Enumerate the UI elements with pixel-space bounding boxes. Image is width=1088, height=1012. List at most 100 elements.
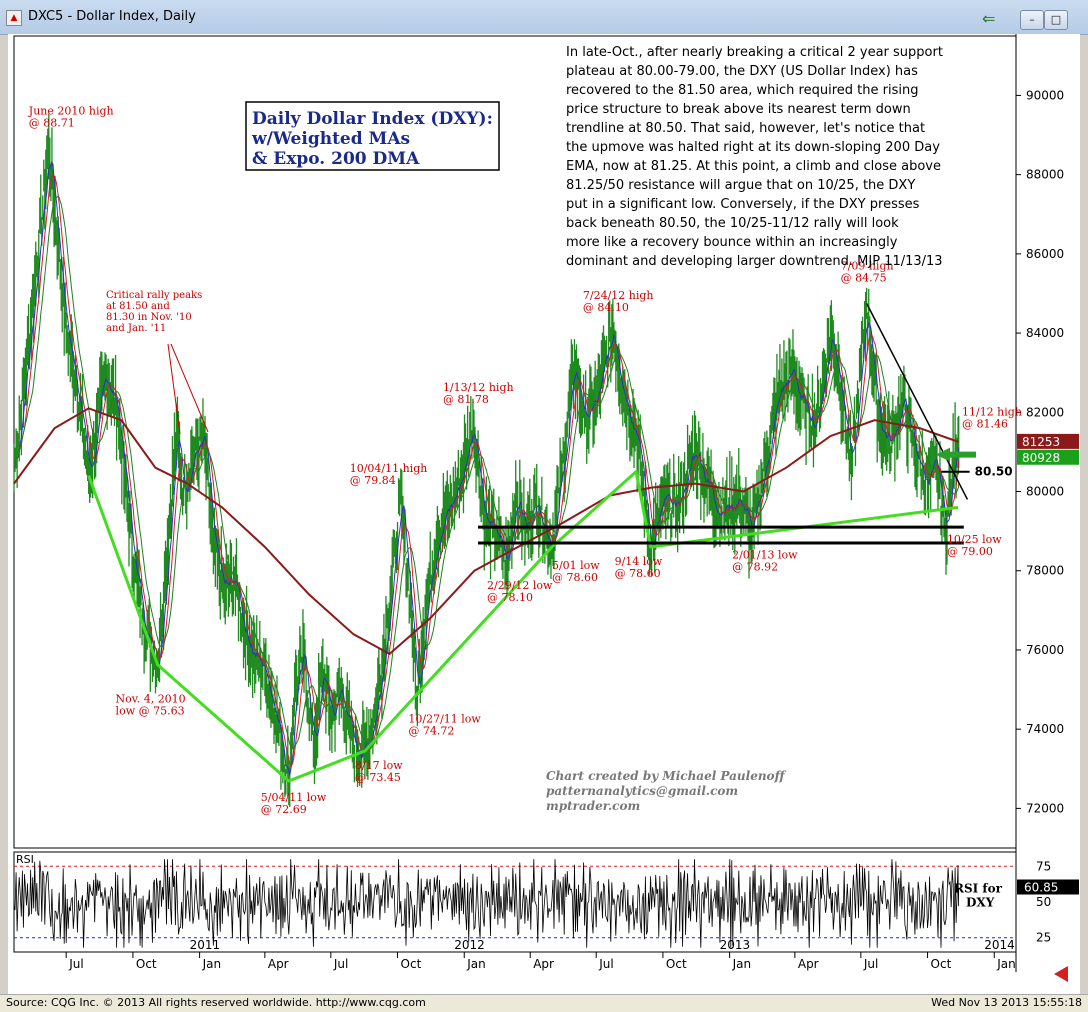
chart-area[interactable]: 72000 74000 76000 78000 80000 82000 84000 86000… [8,34,1080,994]
title-box-line: w/Weighted MAs [251,129,410,149]
y-tick-label: 78000 [1026,564,1064,578]
annotation-label: @ 81.46 [962,418,1008,431]
commentary-line: back beneath 80.50, the 10/25-11/12 rall… [566,216,899,231]
annotation-label: June 2010 high [28,105,114,118]
x-tick-label: Jul [863,957,878,971]
commentary-line: recovered to the 81.50 area, which requi… [566,83,918,98]
y-tick-label: 74000 [1026,722,1064,736]
commentary-line: more like a recovery bounce within an in… [566,235,898,250]
title-box-line: Daily Dollar Index (DXY): [252,109,493,129]
title-box-line: & Expo. 200 DMA [252,149,420,169]
maximize-button[interactable]: □ [1044,10,1068,30]
commentary-line: the upmove was halted right at its down-… [566,140,940,155]
commentary-line: dominant and developing larger downtrend… [566,254,943,269]
commentary-line: plateau at 80.00-79.00, the DXY (US Doll… [566,64,918,79]
rally-note-text: and Jan. '11 [106,323,166,334]
price-panel [13,35,1017,849]
annotation-label: @ 78.60 [615,567,661,580]
x-tick-label: Oct [401,957,422,971]
annotation-label: @ 81.78 [443,393,489,406]
annotation-label: 10/04/11 high [350,462,428,475]
annotation-label: @ 79.84 [350,474,396,487]
annotation-label: 9/14 low [615,555,663,568]
rsi-line [13,859,960,948]
credit-line: Chart created by Michael Paulenoff [546,769,787,783]
annotation-label: 2/29/12 low [487,579,553,592]
rsi-caption-2: DXY [966,896,995,910]
x-tick-label: Jan [732,957,752,971]
credit-line: patternanalytics@gmail.com [546,784,738,798]
green-arrow-icon [936,447,976,462]
annotation-label: 5/01 low [552,559,600,572]
annotation-label: Nov. 4, 2010 [116,693,186,706]
commentary-line: EMA, now at 81.25. At this point, a clim… [566,159,941,174]
year-label: 2012 [454,938,485,952]
last-ma-tag [1017,449,1079,465]
minimize-button[interactable]: – [1020,10,1044,30]
window-titlebar: ▲ DXC5 - Dollar Index, Daily ⇐ – □ [0,0,1088,35]
rally-arrow-2 [170,343,209,433]
x-tick-label: Apr [533,957,554,971]
annotation-label: @ 84.10 [583,301,629,314]
window-title: DXC5 - Dollar Index, Daily [28,9,196,24]
wma-slow-line [13,195,960,750]
x-tick-label: Jan [202,957,222,971]
commentary-line: In late-Oct., after nearly breaking a cr… [566,45,943,60]
commentary-line: trendline at 80.50. That said, however, … [566,121,925,136]
y-tick-label: 80000 [1026,485,1064,499]
x-tick-label: Oct [136,957,157,971]
credit-line: mptrader.com [546,799,640,813]
rsi-value-tag [1017,879,1079,895]
y-tick-label: 84000 [1026,326,1064,340]
annotation-label: @ 78.92 [732,560,778,573]
annotation-label: 5/04/11 low [261,791,327,804]
rally-note-text: Critical rally peaks [106,290,202,301]
status-bar: Source: CQG Inc. © 2013 All rights reser… [0,994,1088,1012]
rsi-tick-label: 75 [1036,859,1051,873]
y-tick-label: 76000 [1026,643,1064,657]
last-ma-value: 80928 [1022,451,1060,465]
y-tick-label: 72000 [1026,801,1064,815]
annotation-label: @ 74.72 [408,725,454,738]
back-arrow-icon[interactable]: ⇐ [982,9,996,28]
x-tick-label: Jul [68,957,83,971]
x-tick-label: Apr [798,957,819,971]
year-label: 2014 [984,938,1015,952]
annotation-label: 10/27/11 low [408,713,481,726]
rsi-caption-1: RSI for [954,882,1003,896]
wma-fast-line [13,161,960,776]
rsi-label: RSI [16,853,34,866]
annotation-label: @ 79.00 [947,545,993,558]
chart-icon: ▲ [6,10,22,26]
commentary-line: price structure to break above its neare… [566,102,911,117]
title-box [245,101,500,171]
commentary-line: put in a significant low. Conversely, if… [566,197,920,212]
annotation-label: 2/01/13 low [732,548,798,561]
down-trendline [865,303,969,500]
rsi-last-value: 60.85 [1024,881,1058,895]
annotation-label: 7/24/12 high [583,289,654,302]
x-tick-label: Jan [466,957,486,971]
rally-note-text: at 81.50 and [106,301,170,312]
annotation-label: @ 84.75 [841,271,887,284]
x-tick-label: Oct [666,957,687,971]
rsi-tick-label: 25 [1036,931,1051,945]
x-tick-label: Jul [333,957,348,971]
annotation-label: low @ 75.63 [116,705,185,718]
commentary-line: 81.25/50 resistance will argue that on 1… [566,178,915,193]
annotation-label: 1/13/12 high [443,381,514,394]
y-tick-label: 88000 [1026,168,1064,182]
annotation-label: 11/12 high [962,406,1022,419]
trendline-green [87,468,959,783]
annotation-label: @ 73.45 [355,771,401,784]
annotation-label: @ 88.71 [29,117,75,130]
dxy-chart: 72000 74000 76000 78000 80000 82000 84000 86000… [13,34,1079,982]
year-label: 2011 [190,938,221,952]
annotation-label: 10/25 low [947,533,1002,546]
rally-note-text: 81.30 in Nov. '10 [106,312,192,323]
year-label: 2013 [720,938,751,952]
x-tick-label: Jan [996,957,1016,971]
x-tick-label: Jul [598,957,613,971]
level-label-8050: 80.50 [975,465,1013,479]
annotation-label: 8/17 low [355,759,403,772]
